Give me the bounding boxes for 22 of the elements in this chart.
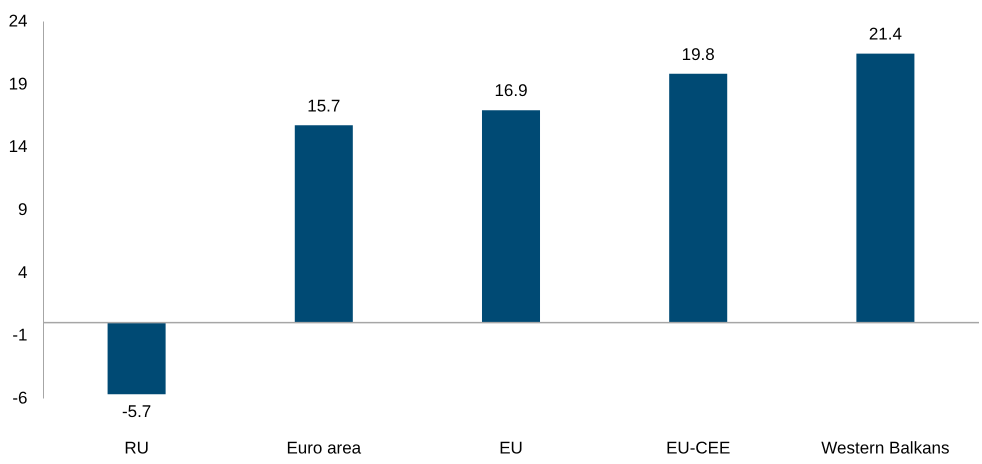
x-tick-label: RU	[124, 438, 149, 458]
data-label: -5.7	[122, 402, 152, 422]
y-tick-label: 4	[18, 262, 28, 282]
bar	[856, 54, 914, 323]
x-tick-label: EU	[499, 438, 523, 458]
x-tick-label: EU-CEE	[666, 438, 730, 458]
y-tick-label: -6	[12, 388, 28, 408]
y-tick-label: 24	[8, 12, 28, 30]
x-tick-label: Euro area	[286, 438, 362, 458]
data-label: 21.4	[868, 24, 902, 44]
data-label: 16.9	[494, 81, 528, 100]
x-tick-label: Western Balkans	[821, 438, 950, 458]
bar	[669, 74, 728, 323]
y-tick-label: -1	[12, 326, 28, 345]
y-tick-label: 14	[8, 137, 28, 156]
bar	[108, 322, 166, 394]
bar	[482, 110, 540, 323]
y-tick-label: 19	[8, 74, 28, 94]
data-label: 15.7	[307, 96, 340, 116]
y-tick-label: 9	[18, 200, 28, 219]
data-label: 19.8	[682, 44, 715, 64]
bar	[294, 125, 353, 323]
